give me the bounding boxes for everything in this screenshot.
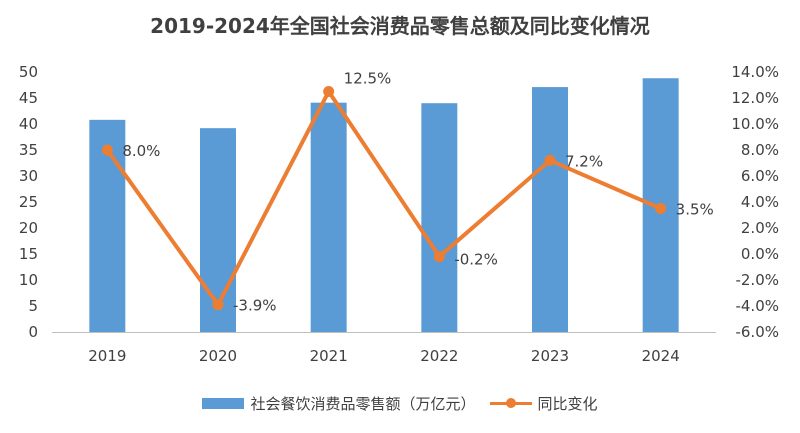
right-tick-label: -2.0% — [735, 271, 779, 289]
left-tick-label: 40 — [19, 115, 38, 133]
left-tick-label: 50 — [19, 63, 38, 81]
x-tick-label: 2024 — [642, 347, 680, 365]
yoy-point-2023 — [544, 154, 556, 166]
bar-2020 — [200, 128, 236, 332]
right-axis-ticks: -6.0% -4.0% -2.0% 0.0% 2.0% 4.0% 6.0% 8.0% 10.0%… — [731, 63, 779, 341]
legend-bar-swatch — [202, 397, 245, 409]
left-tick-label: 30 — [19, 167, 38, 185]
right-tick-label: 8.0% — [741, 141, 779, 159]
bar-2023 — [532, 87, 568, 332]
x-tick-label: 2020 — [199, 347, 237, 365]
left-tick-label: 0 — [28, 323, 38, 341]
x-axis-ticks: 2019 2020 2021 2022 2023 2024 — [88, 347, 680, 365]
x-tick-label: 2023 — [531, 347, 569, 365]
x-tick-label: 2021 — [310, 347, 348, 365]
data-label: -3.9% — [233, 297, 277, 315]
left-tick-label: 35 — [19, 141, 38, 159]
left-tick-label: 20 — [19, 219, 38, 237]
right-tick-label: 6.0% — [741, 167, 779, 185]
legend: 社会餐饮消费品零售额（万亿元） 同比变化 — [0, 391, 800, 415]
right-tick-label: -6.0% — [735, 323, 779, 341]
right-tick-label: -4.0% — [735, 297, 779, 315]
left-tick-label: 25 — [19, 193, 38, 211]
bar-2022 — [421, 103, 458, 332]
yoy-line — [105, 89, 662, 307]
right-tick-label: 0.0% — [741, 245, 779, 263]
legend-item-bar[interactable]: 社会餐饮消费品零售额（万亿元） — [202, 393, 476, 414]
left-tick-label: 45 — [19, 89, 38, 107]
data-label: 3.5% — [676, 201, 714, 219]
data-label: -0.2% — [454, 251, 498, 269]
legend-bar-label: 社会餐饮消费品零售额（万亿元） — [250, 394, 476, 413]
x-tick-label: 2019 — [88, 347, 126, 365]
data-label: 7.2% — [565, 152, 603, 170]
line-series — [101, 86, 667, 311]
left-axis-ticks: 0 5 10 15 20 25 30 35 40 45 50 — [19, 63, 38, 341]
right-tick-label: 14.0% — [731, 63, 779, 81]
right-tick-label: 2.0% — [741, 219, 779, 237]
legend-line-swatch — [489, 397, 532, 409]
yoy-point-2022 — [433, 251, 445, 263]
x-tick-label: 2022 — [420, 347, 458, 365]
right-tick-label: 4.0% — [741, 193, 779, 211]
left-tick-label: 15 — [19, 245, 38, 263]
bar-2021 — [310, 102, 347, 333]
line-data-labels: 8.0% -3.9% 12.5% -0.2% 7.2% 3.5% — [122, 70, 713, 315]
yoy-point-2021 — [323, 86, 335, 97]
legend-item-line[interactable]: 同比变化 — [489, 393, 598, 414]
right-tick-label: 12.0% — [731, 89, 779, 107]
right-tick-label: 10.0% — [731, 115, 779, 133]
left-tick-label: 5 — [28, 297, 38, 315]
legend-line-label: 同比变化 — [537, 394, 598, 413]
data-label: 8.0% — [122, 142, 160, 160]
yoy-point-2020 — [212, 299, 224, 311]
data-label: 12.5% — [344, 70, 392, 88]
yoy-point-2019 — [101, 144, 113, 156]
left-tick-label: 10 — [19, 271, 38, 289]
bar-series — [89, 78, 679, 333]
chart-title: 2019-2024年全国社会消费品零售总额及同比变化情况 — [150, 14, 650, 38]
yoy-point-2024 — [655, 203, 667, 214]
